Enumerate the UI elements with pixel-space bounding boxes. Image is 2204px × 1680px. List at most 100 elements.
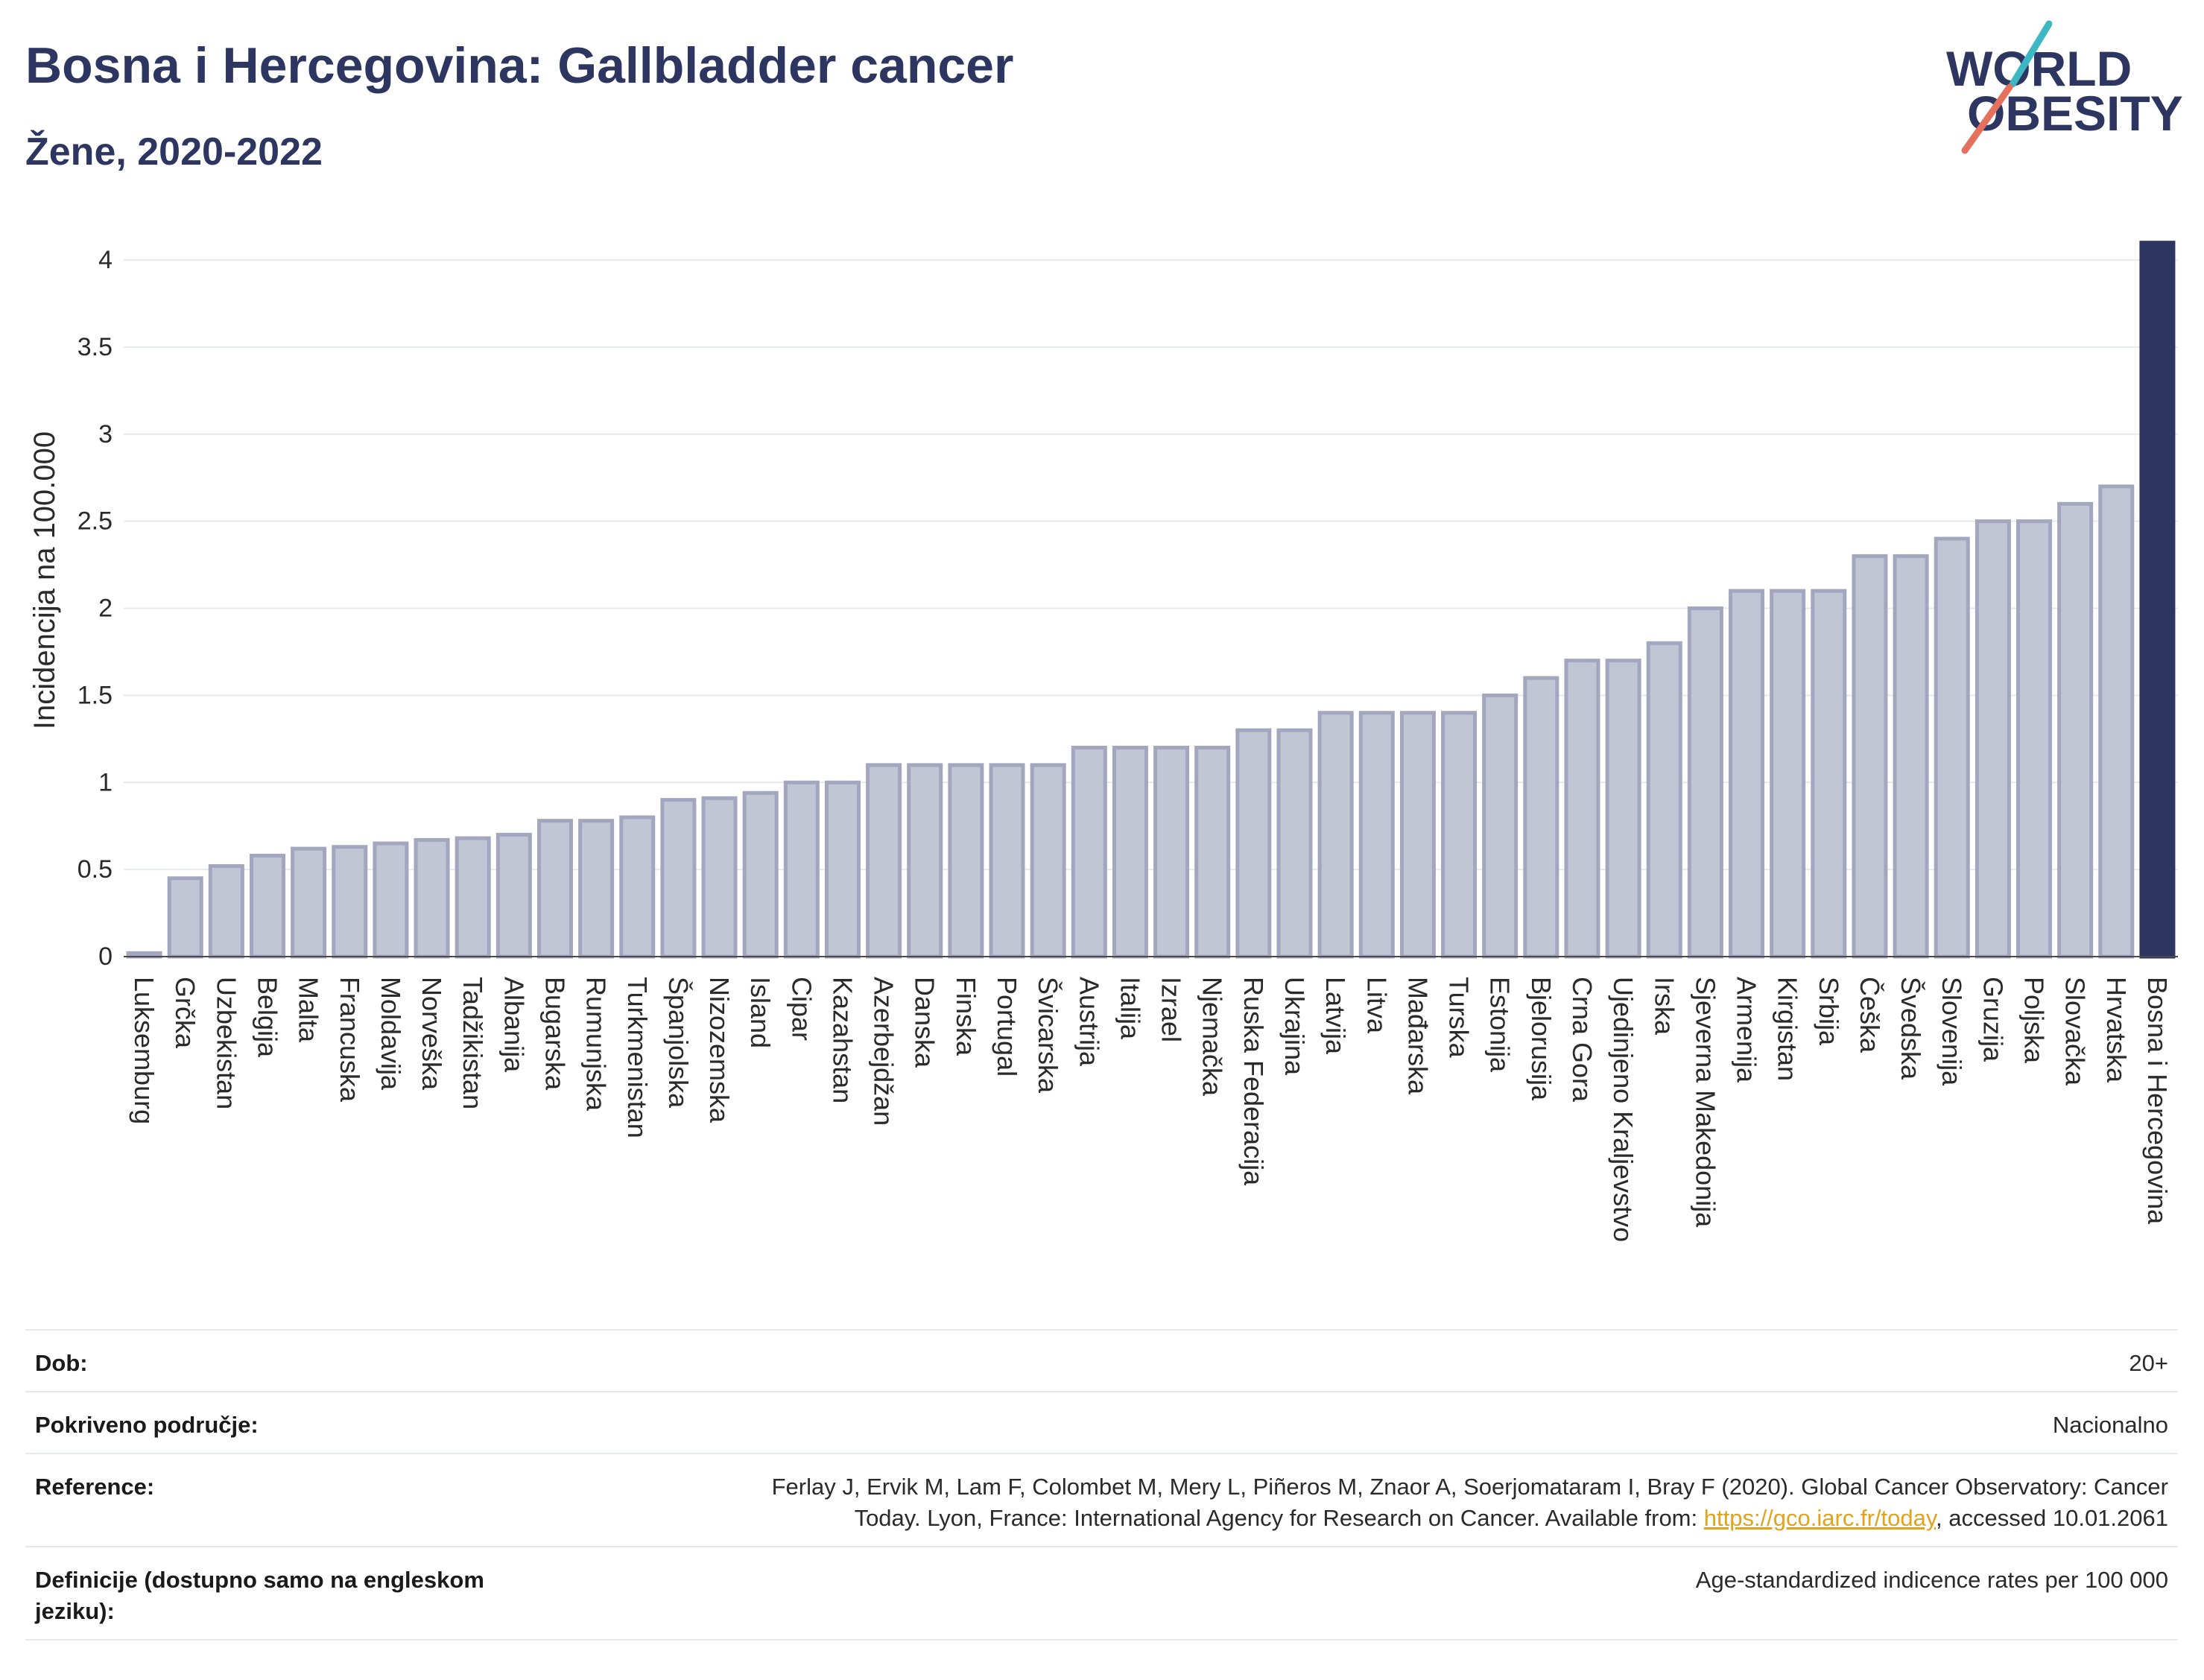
x-tick-label: Grčka — [170, 977, 200, 1049]
logo-slash-teal — [2009, 20, 2053, 88]
x-tick-label: Norveška — [417, 977, 447, 1091]
reference-link[interactable]: https://gco.iarc.fr/today — [1703, 1505, 1937, 1531]
reference-value: Ferlay J, Ervik M, Lam F, Colombet M, Me… — [527, 1471, 2168, 1534]
y-tick-label: 1 — [98, 768, 113, 796]
x-tick-label: Danska — [910, 977, 940, 1068]
bar-norveska — [414, 837, 450, 959]
bar-crna-gora — [1564, 659, 1600, 959]
reference-line1: Ferlay J, Ervik M, Lam F, Colombet M, Me… — [771, 1474, 2168, 1500]
bar-srbija — [1811, 589, 1847, 959]
bar-finska — [948, 763, 984, 959]
x-tick-label: Moldavija — [376, 977, 406, 1091]
page-title: Bosna i Hercegovina: Gallbladder cancer — [25, 37, 1014, 94]
x-tick-label: Island — [745, 977, 776, 1048]
info-row-age: Dob: 20+ — [25, 1331, 2178, 1392]
bar-azerbejdzan — [866, 763, 902, 959]
x-tick-label: Ujedinjeno Kraljevstvo — [1608, 977, 1638, 1242]
y-tick-label: 1.5 — [77, 681, 113, 709]
x-tick-label: Irska — [1649, 977, 1679, 1036]
page-subtitle: Žene, 2020-2022 — [25, 130, 323, 174]
info-row-coverage: Pokriveno područje: Nacionalno — [25, 1392, 2178, 1454]
x-tick-label: Rumunjska — [581, 977, 612, 1112]
bar-grcka — [167, 876, 203, 959]
bar-ruska-federacija — [1235, 728, 1272, 959]
bar-slovenija — [1934, 536, 1970, 959]
bar-bugarska — [536, 819, 573, 959]
bar-ukrajina — [1276, 728, 1313, 959]
bar-armenija — [1729, 589, 1765, 959]
x-tick-label: Crna Gora — [1567, 977, 1597, 1103]
age-value: 20+ — [2129, 1350, 2168, 1376]
bar-danska — [907, 763, 943, 959]
bar-svedska — [1893, 554, 1929, 959]
bar-hrvatska — [2098, 484, 2135, 959]
x-tick-label: Kazahstan — [827, 977, 858, 1103]
info-row-definitions: Definicije (dostupno samo na engleskom j… — [25, 1547, 2178, 1641]
x-tick-label: Nizozemska — [704, 977, 735, 1123]
bar-slovacka — [2057, 501, 2094, 959]
bar-turska — [1441, 711, 1478, 959]
x-tick-label: Luksemburg — [129, 977, 159, 1124]
x-tick-label: Mađarska — [1402, 977, 1433, 1095]
definitions-label: Definicije (dostupno samo na engleskom j… — [35, 1567, 484, 1624]
x-tick-label: Cipar — [786, 977, 817, 1041]
y-tick-label: 2.5 — [77, 507, 113, 536]
bar-ujedinjeno-kraljevstvo — [1605, 659, 1641, 959]
x-tick-label: Armenija — [1732, 977, 1762, 1083]
bar-irska — [1646, 641, 1682, 959]
info-row-reference: Reference: Ferlay J, Ervik M, Lam F, Col… — [25, 1454, 2178, 1547]
x-tick-label: Estonija — [1485, 977, 1516, 1073]
x-tick-label: Albanija — [498, 977, 529, 1073]
x-tick-label: Srbija — [1814, 977, 1844, 1046]
x-tick-label: Kirgistan — [1773, 977, 1803, 1081]
y-tick-label: 0 — [98, 942, 113, 971]
bar-izrael — [1153, 746, 1190, 959]
bar-portugal — [989, 763, 1025, 959]
bar-poljska — [2016, 519, 2053, 959]
x-tick-label: Ruska Federacija — [1238, 977, 1269, 1186]
bar-italija — [1112, 746, 1148, 959]
bar-estonija — [1482, 693, 1519, 959]
x-tick-label: Ukrajina — [1279, 977, 1310, 1076]
x-tick-label: Latvija — [1320, 977, 1351, 1055]
definitions-value: Age-standardized indicence rates per 100… — [1695, 1567, 2168, 1593]
bar-belgija — [249, 853, 285, 959]
bar-sjeverna-makedonija — [1687, 606, 1723, 959]
bar-uzbekistan — [208, 863, 244, 959]
logo-line1: WORLD — [1946, 41, 2132, 96]
bar-madarska — [1399, 711, 1436, 959]
x-tick-label: Njemačka — [1197, 977, 1228, 1097]
bar-litva — [1358, 711, 1395, 959]
bar-bjelorusija — [1523, 676, 1559, 959]
bar-ceska — [1852, 554, 1888, 959]
bar-latvija — [1317, 711, 1354, 959]
reference-accessed: , accessed 10.01.2061 — [1936, 1505, 2168, 1531]
x-tick-label: Portugal — [992, 977, 1022, 1077]
bars — [126, 241, 2176, 959]
bar-tadzikistan — [455, 836, 491, 959]
bar-rumunjska — [578, 819, 615, 959]
bar-chart: 0 0.5 1 1.5 2 2.5 3 3.5 4 Luksemburg Grčka Uzbekist… — [28, 241, 2178, 1242]
bar-island — [742, 790, 779, 959]
bar-bosna-i-hercegovina — [2139, 241, 2176, 959]
x-tick-label: Turkmenistan — [622, 977, 653, 1138]
tick-labels: 0 0.5 1 1.5 2 2.5 3 3.5 4 Luksemburg Grčka Uzbekist… — [28, 246, 2173, 1242]
bar-cipar — [783, 780, 820, 959]
bar-nizozemska — [701, 796, 738, 959]
x-tick-label: Bjelorusija — [1526, 977, 1557, 1101]
bar-austrija — [1071, 746, 1107, 959]
x-tick-label: Austrija — [1074, 977, 1104, 1067]
x-tick-label: Uzbekistan — [211, 977, 241, 1109]
bar-albanija — [495, 832, 532, 959]
info-table: Dob: 20+ Pokriveno područje: Nacionalno … — [25, 1329, 2178, 1641]
y-tick-label: 3 — [98, 420, 113, 448]
y-tick-label: 2 — [98, 595, 113, 623]
y-tick-label: 3.5 — [77, 333, 113, 361]
bar-moldavija — [373, 841, 409, 959]
y-tick-label: 4 — [98, 246, 113, 274]
x-tick-label: Turska — [1444, 977, 1475, 1059]
x-tick-label: Češka — [1855, 977, 1885, 1053]
x-tick-label: Poljska — [2019, 977, 2050, 1064]
age-label: Dob: — [35, 1350, 88, 1376]
x-tick-label: Bugarska — [539, 977, 570, 1091]
